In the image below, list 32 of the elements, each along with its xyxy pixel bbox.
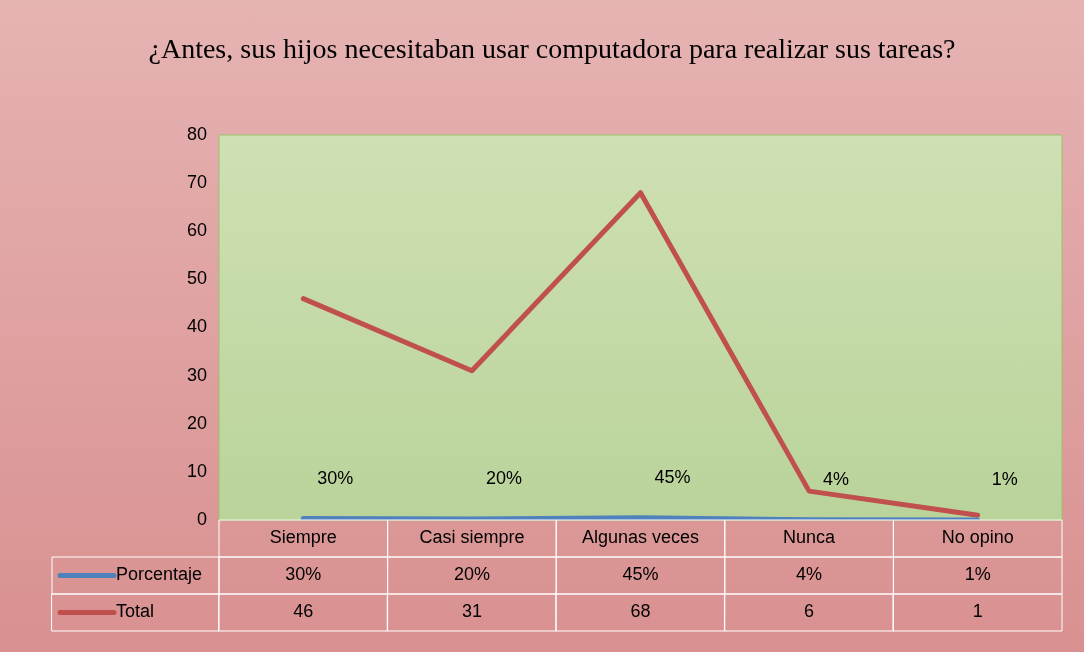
text: 1%: [991, 468, 1018, 489]
data-label: 6: [804, 601, 815, 622]
text: 20%: [485, 468, 522, 489]
data-label: 1: [972, 601, 983, 622]
y-tick-label: 30: [186, 364, 208, 385]
text: 30%: [317, 467, 354, 488]
data-label: 4%: [796, 564, 823, 585]
x-tick-label: Nunca: [783, 527, 837, 548]
data-label: 1%: [964, 564, 991, 585]
text: 4%: [823, 468, 850, 489]
data-label: 46: [293, 601, 314, 622]
data-label: 68: [630, 601, 651, 622]
text: 45%: [654, 466, 691, 487]
x-tick-label: Casi siempre: [419, 527, 525, 548]
y-tick-label: 60: [186, 220, 208, 241]
y-tick-label: 10: [186, 460, 208, 481]
y-tick-label: 20: [186, 412, 208, 433]
legend-label: Total: [116, 601, 155, 622]
data-label: 45%: [622, 564, 659, 585]
y-tick-label: 0: [197, 508, 208, 529]
legend-label: Porcentaje: [116, 564, 203, 585]
x-tick-label: No opino: [941, 527, 1014, 548]
y-tick-label: 50: [186, 268, 208, 289]
chart-title: ¿Antes, sus hijos necesitaban usar computadora para realizar sus tareas?: [147, 32, 957, 66]
y-tick-label: 40: [186, 316, 208, 337]
x-tick-label: Siempre: [269, 527, 337, 548]
data-label: 31: [461, 601, 482, 622]
data-label: 30%: [285, 564, 322, 585]
y-tick-label: 80: [186, 123, 208, 144]
data-label: 20%: [453, 564, 490, 585]
y-tick-label: 70: [186, 172, 208, 193]
x-tick-label: Algunas veces: [581, 527, 700, 548]
